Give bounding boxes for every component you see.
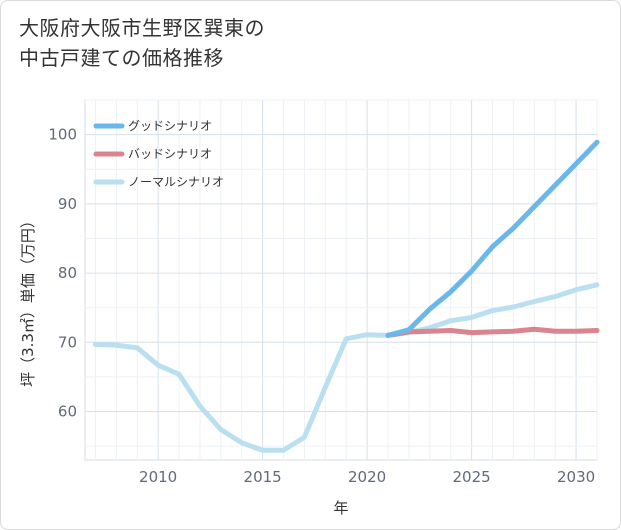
legend-label: グッドシナリオ — [128, 119, 212, 133]
x-tick-label: 2015 — [244, 468, 282, 486]
y-tick-label: 80 — [58, 264, 77, 282]
chart-title-line-1: 大阪府大阪市生野区巽東の — [19, 16, 265, 40]
chart-title-line-2: 中古戸建ての価格推移 — [19, 46, 224, 70]
series-line-2 — [385, 326, 600, 338]
y-tick-label: 70 — [58, 333, 77, 351]
x-tick-label: 2010 — [139, 468, 177, 486]
series-line-1 — [385, 139, 600, 338]
x-tick-label: 2025 — [453, 468, 491, 486]
y-axis-title: 坪（3.3㎡）単価（万円） — [19, 213, 37, 387]
legend-label: ノーマルシナリオ — [128, 175, 224, 189]
y-tick-label: 60 — [58, 403, 77, 421]
x-tick-label: 2020 — [348, 468, 386, 486]
y-tick-label: 100 — [48, 126, 77, 144]
x-axis-title: 年 — [333, 499, 348, 517]
x-tick-label: 2030 — [557, 468, 595, 486]
y-tick-label: 90 — [58, 195, 77, 213]
chart-title: 大阪府大阪市生野区巽東の 中古戸建ての価格推移 — [19, 13, 265, 73]
series-line-3 — [92, 282, 600, 453]
legend-label: バッドシナリオ — [128, 147, 212, 161]
